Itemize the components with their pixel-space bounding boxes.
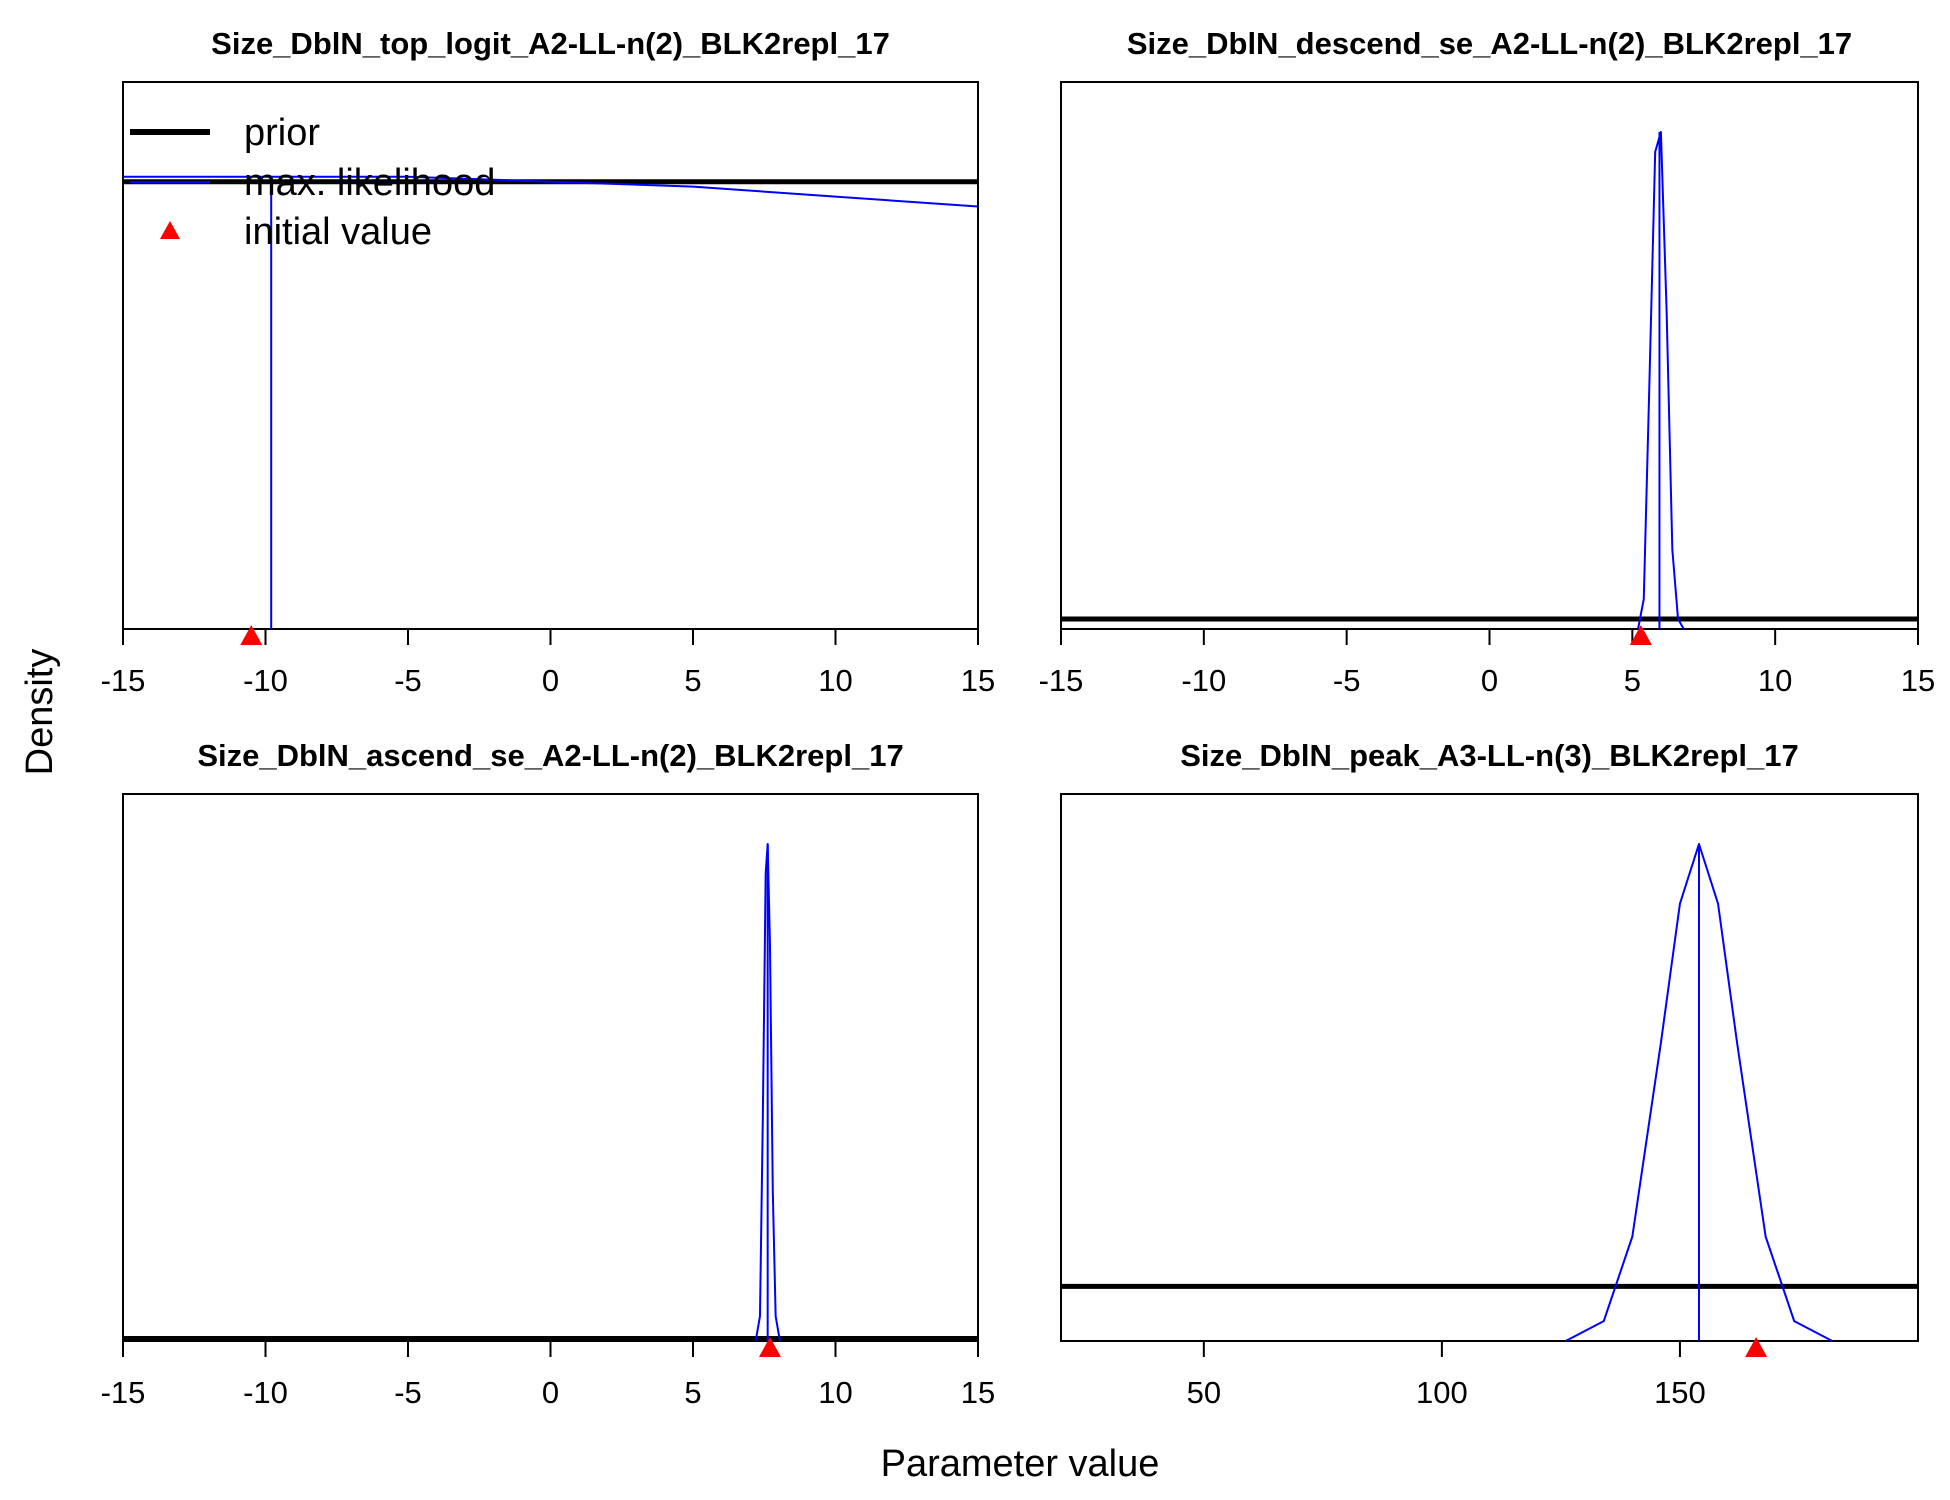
x-tick-label: 50 xyxy=(1187,1375,1221,1410)
panel-title: Size_DblN_top_logit_A2-LL-n(2)_BLK2repl_… xyxy=(211,26,890,61)
x-tick-label: 5 xyxy=(1624,663,1641,698)
legend: prior max. likelihood initial value xyxy=(130,112,495,253)
x-tick-label: -15 xyxy=(101,1375,146,1410)
panel-title: Size_DblN_descend_se_A2-LL-n(2)_BLK2repl… xyxy=(1127,26,1852,61)
panel-2: Size_DblN_descend_se_A2-LL-n(2)_BLK2repl… xyxy=(1039,26,1936,698)
initial-value-marker xyxy=(1745,1337,1768,1357)
x-tick-label: -10 xyxy=(243,1375,288,1410)
x-tick-label: -15 xyxy=(101,663,146,698)
x-tick-label: 10 xyxy=(1758,663,1792,698)
panels: Size_DblN_top_logit_A2-LL-n(2)_BLK2repl_… xyxy=(101,26,1936,1410)
x-tick-label: 100 xyxy=(1416,1375,1468,1410)
panel-3: Size_DblN_ascend_se_A2-LL-n(2)_BLK2repl_… xyxy=(101,738,996,1410)
panel-title: Size_DblN_ascend_se_A2-LL-n(2)_BLK2repl_… xyxy=(197,738,903,773)
x-tick-label: 0 xyxy=(1481,663,1498,698)
legend-item-prior: prior xyxy=(130,112,320,154)
initial-value-marker xyxy=(758,1337,781,1357)
x-tick-label: 0 xyxy=(542,663,559,698)
x-tick-label: 10 xyxy=(818,1375,852,1410)
x-tick-label: 15 xyxy=(1901,663,1935,698)
initial-value-marker xyxy=(1629,625,1652,645)
initial-value-marker xyxy=(240,625,263,645)
panel-title: Size_DblN_peak_A3-LL-n(3)_BLK2repl_17 xyxy=(1180,738,1798,773)
legend-label: initial value xyxy=(244,211,432,253)
x-tick-label: 5 xyxy=(684,1375,701,1410)
legend-label: max. likelihood xyxy=(244,162,495,204)
x-tick-label: 15 xyxy=(961,1375,995,1410)
x-tick-label: -5 xyxy=(394,1375,422,1410)
x-tick-label: 15 xyxy=(961,663,995,698)
x-tick-label: -15 xyxy=(1039,663,1084,698)
panel-4: Size_DblN_peak_A3-LL-n(3)_BLK2repl_17 50 1… xyxy=(1060,738,1919,1410)
x-tick-label: 5 xyxy=(684,663,701,698)
legend-label: prior xyxy=(244,112,320,154)
x-tick-label: -10 xyxy=(1181,663,1226,698)
x-tick-label: 10 xyxy=(818,663,852,698)
x-tick-label: -5 xyxy=(1333,663,1361,698)
mle-curve xyxy=(123,175,979,208)
legend-initial-swatch xyxy=(160,221,180,239)
x-axis-label: Parameter value xyxy=(881,1443,1160,1485)
panel-1: Size_DblN_top_logit_A2-LL-n(2)_BLK2repl_… xyxy=(101,26,996,698)
legend-item-init: initial value xyxy=(160,211,432,253)
x-tick-label: -5 xyxy=(394,663,422,698)
x-tick-label: -10 xyxy=(243,663,288,698)
x-tick-label: 0 xyxy=(542,1375,559,1410)
legend-item-mle: max. likelihood xyxy=(130,162,495,204)
y-axis-label: Density xyxy=(19,649,61,776)
x-tick-label: 150 xyxy=(1654,1375,1706,1410)
mle-curve xyxy=(1637,131,1685,630)
